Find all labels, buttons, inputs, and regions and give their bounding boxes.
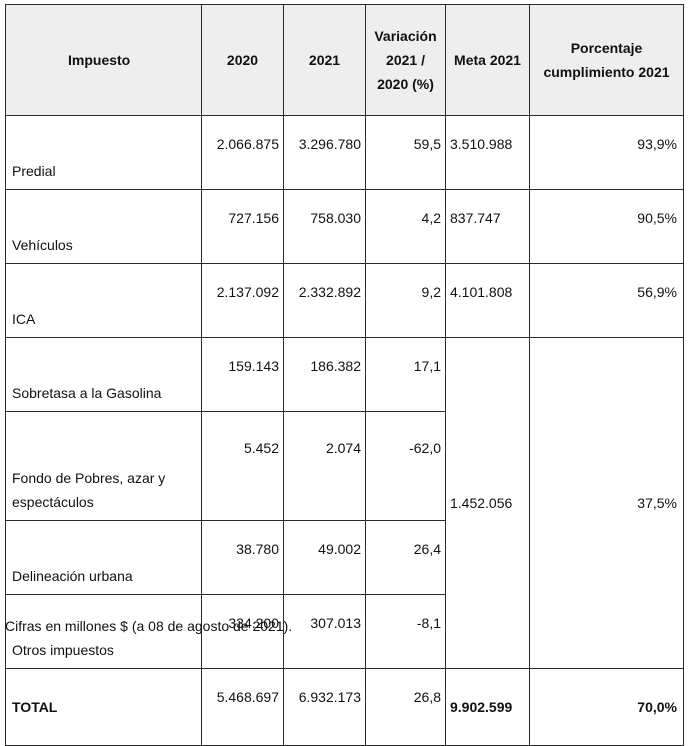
header-porcentaje: Porcentaje cumplimiento 2021 bbox=[529, 4, 684, 116]
total-row: TOTAL 5.468.697 6.932.173 26,8 9.902.599… bbox=[5, 668, 684, 746]
cell-2021: 49.002 bbox=[283, 520, 366, 595]
header-impuesto: Impuesto bbox=[5, 4, 202, 116]
cell-variacion: 26,4 bbox=[365, 520, 446, 595]
total-variacion: 26,8 bbox=[365, 668, 446, 746]
cell-2021: 758.030 bbox=[283, 189, 366, 264]
row-name: Delineación urbana bbox=[5, 520, 202, 595]
cell-variacion: -8,1 bbox=[365, 594, 446, 669]
header-row: Impuesto 2020 2021 Variación 2021 / 2020… bbox=[5, 4, 684, 116]
cell-2021: 3.296.780 bbox=[283, 115, 366, 190]
cell-meta: 4.101.808 bbox=[445, 263, 530, 338]
row-name: ICA bbox=[5, 263, 202, 338]
cell-2020: 2.137.092 bbox=[201, 263, 284, 338]
header-2020: 2020 bbox=[201, 4, 284, 116]
total-label: TOTAL bbox=[5, 668, 202, 746]
cell-meta: 837.747 bbox=[445, 189, 530, 264]
group-porcentaje-cell: 37,5% bbox=[529, 337, 684, 669]
row-name: Sobretasa a la Gasolina bbox=[5, 337, 202, 412]
cell-variacion: -62,0 bbox=[365, 411, 446, 521]
total-2021: 6.932.173 bbox=[283, 668, 366, 746]
row-name: Predial bbox=[5, 115, 202, 190]
cell-2021: 307.013 bbox=[283, 594, 366, 669]
cell-variacion: 4,2 bbox=[365, 189, 446, 264]
group-meta-cell: 1.452.056 bbox=[445, 337, 530, 669]
header-meta: Meta 2021 bbox=[445, 4, 530, 116]
total-2020: 5.468.697 bbox=[201, 668, 284, 746]
footnote: Cifras en millones $ (a 08 de agosto de … bbox=[5, 618, 293, 634]
table-row: Delineación urbana 38.780 49.002 26,4 bbox=[5, 520, 684, 595]
cell-meta: 3.510.988 bbox=[445, 115, 530, 190]
table-row: ICA 2.137.092 2.332.892 9,2 4.101.808 56… bbox=[5, 263, 684, 338]
table-row: Predial 2.066.875 3.296.780 59,5 3.510.9… bbox=[5, 115, 684, 190]
cell-porcentaje: 90,5% bbox=[529, 189, 684, 264]
cell-2021: 2.074 bbox=[283, 411, 366, 521]
table-row: Sobretasa a la Gasolina 159.143 186.382 … bbox=[5, 337, 684, 669]
header-variacion: Variación 2021 / 2020 (%) bbox=[365, 4, 446, 116]
cell-2020: 5.452 bbox=[201, 411, 284, 521]
cell-variacion: 17,1 bbox=[365, 337, 446, 412]
total-meta: 9.902.599 bbox=[445, 668, 530, 746]
cell-porcentaje: 93,9% bbox=[529, 115, 684, 190]
total-porcentaje: 70,0% bbox=[529, 668, 684, 746]
cell-2020: 159.143 bbox=[201, 337, 284, 412]
cell-2021: 2.332.892 bbox=[283, 263, 366, 338]
row-name: Vehículos bbox=[5, 189, 202, 264]
cell-2020: 727.156 bbox=[201, 189, 284, 264]
header-2021: 2021 bbox=[283, 4, 366, 116]
cell-2020: 2.066.875 bbox=[201, 115, 284, 190]
cell-porcentaje: 56,9% bbox=[529, 263, 684, 338]
cell-variacion: 59,5 bbox=[365, 115, 446, 190]
cell-2021: 186.382 bbox=[283, 337, 366, 412]
cell-2020: 38.780 bbox=[201, 520, 284, 595]
cell-variacion: 9,2 bbox=[365, 263, 446, 338]
table-row: Vehículos 727.156 758.030 4,2 837.747 90… bbox=[5, 189, 684, 264]
row-name: Fondo de Pobres, azar y espectáculos bbox=[5, 411, 202, 521]
table-row: Fondo de Pobres, azar y espectáculos 5.4… bbox=[5, 411, 684, 521]
